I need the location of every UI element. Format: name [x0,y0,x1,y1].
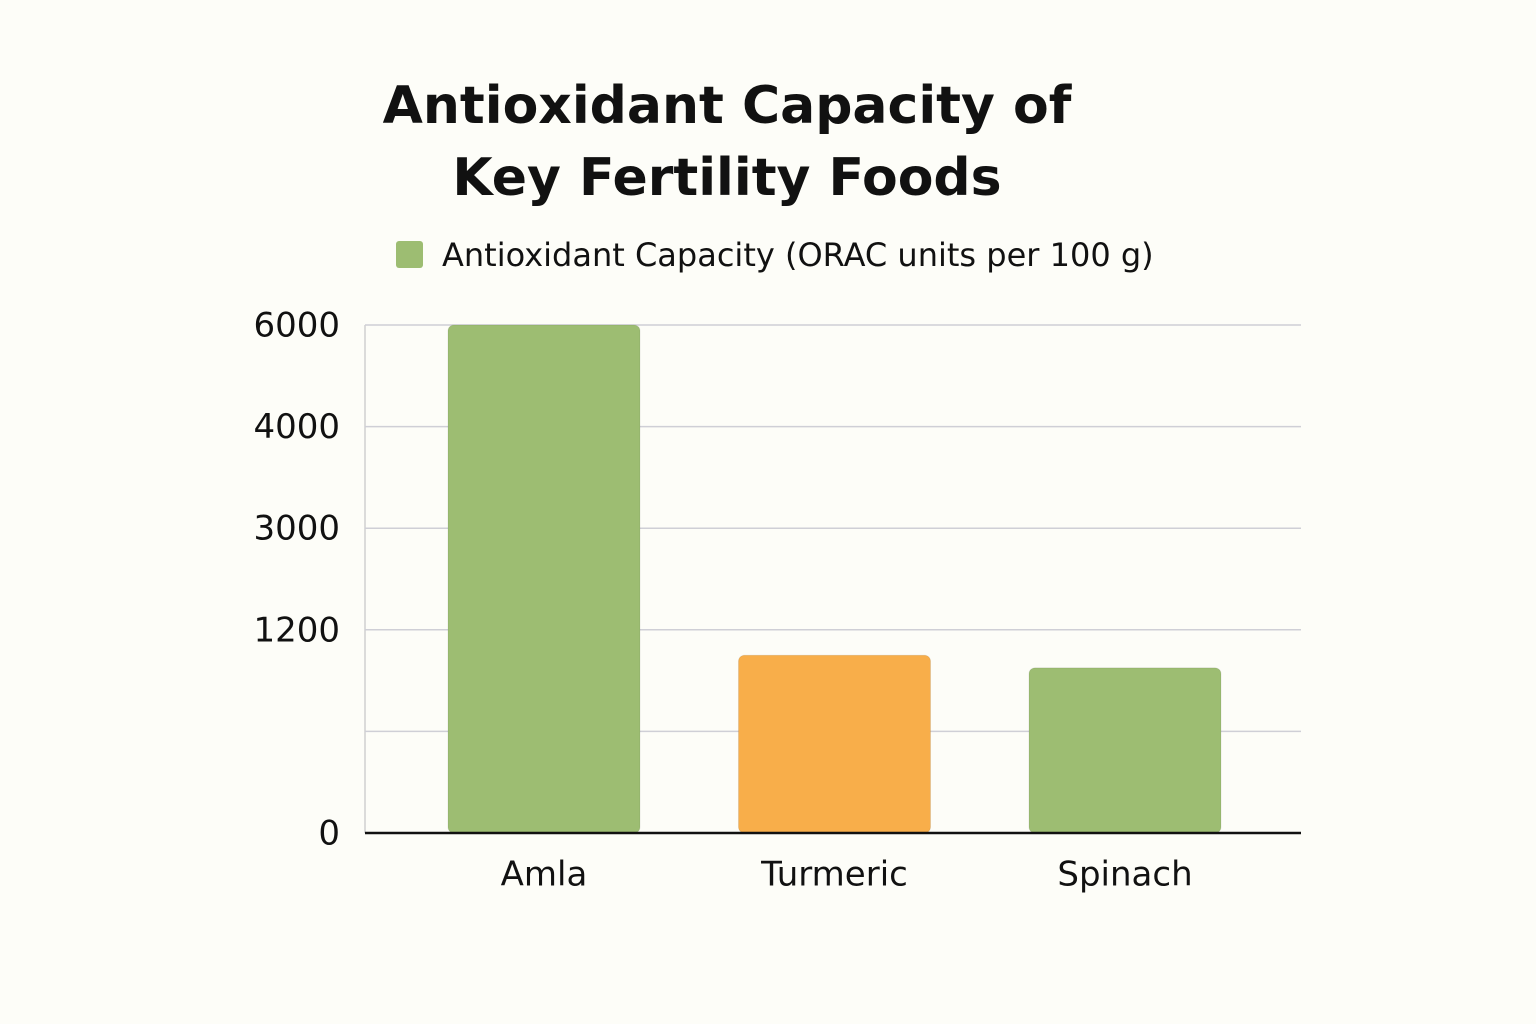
y-tick-label: 3000 [253,509,340,549]
legend-swatch [396,241,423,268]
bar [738,654,931,834]
x-tick-label: Spinach [1057,855,1192,895]
y-tick-label: 1200 [253,610,340,650]
bar [1028,667,1222,834]
legend-label: Antioxidant Capacity (ORAC units per 100… [442,236,1154,274]
y-tick-label: 0 [318,814,340,854]
y-tick-label: 4000 [253,407,340,447]
chart-title: Antioxidant Capacity of Key Fertility Fo… [382,76,1072,208]
bar [447,324,641,834]
y-tick-label: 6000 [253,306,340,346]
x-tick-label: Amla [501,855,588,895]
x-tick-label: Turmeric [760,855,908,895]
